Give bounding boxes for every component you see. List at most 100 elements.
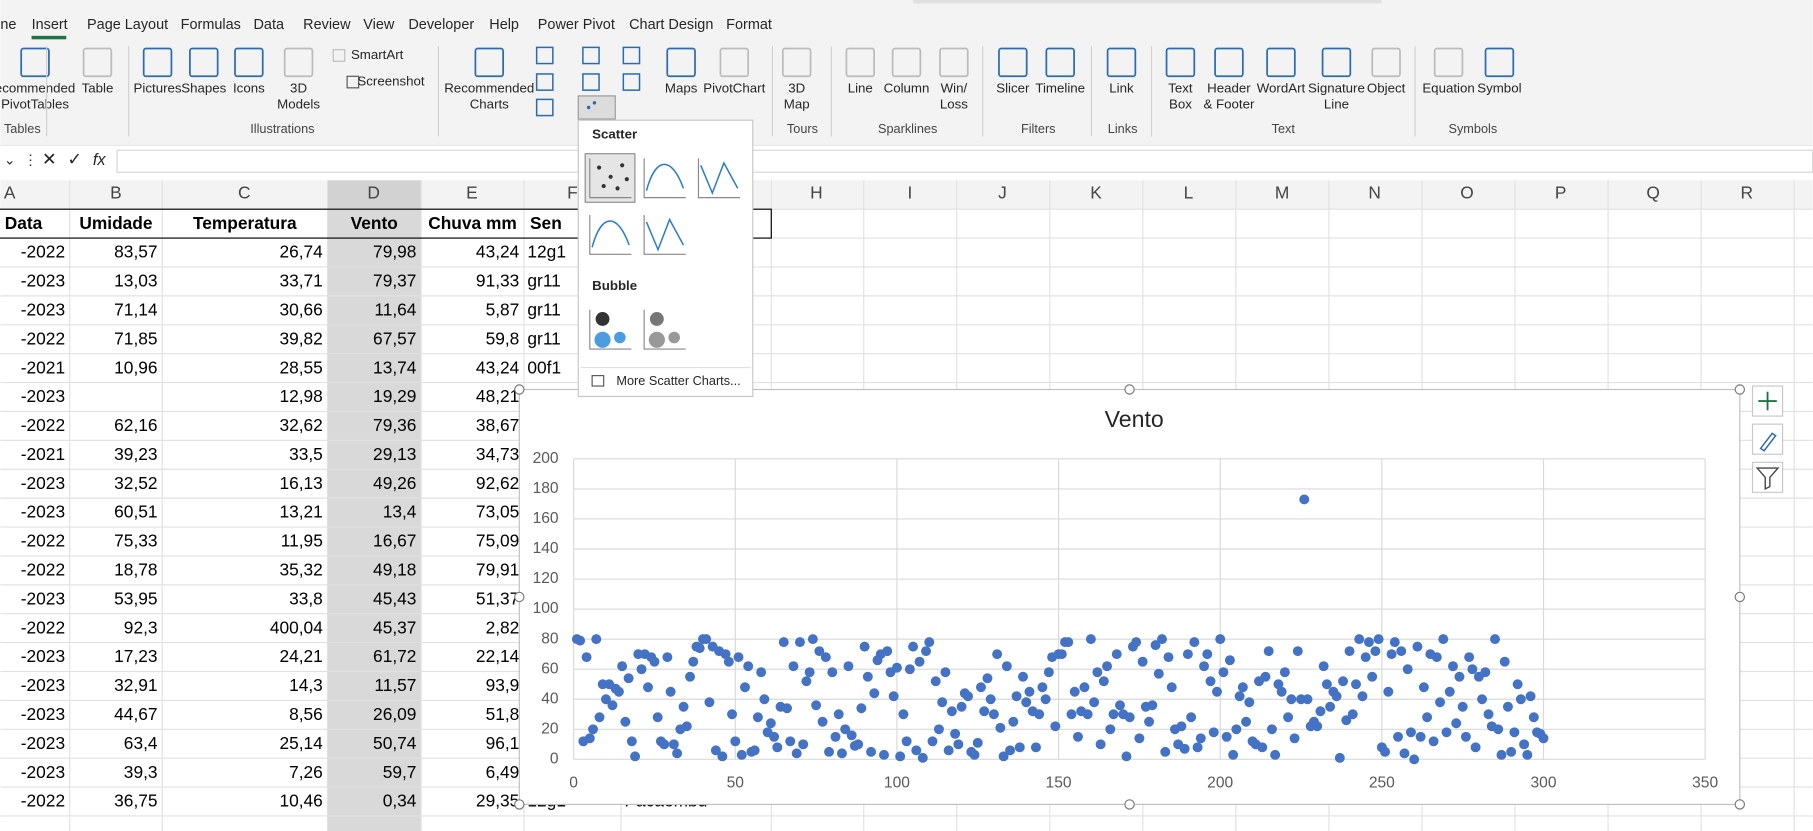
column-header[interactable]: N [1368,183,1381,203]
table-cell[interactable]: 53,95 [114,588,157,608]
table-cell[interactable]: 93,9 [486,675,520,695]
table-cell[interactable]: 39,23 [114,444,157,464]
column-header[interactable]: I [908,183,913,203]
table-cell[interactable]: 75,33 [114,531,157,551]
table-cell[interactable]: -2023 [21,386,65,406]
table-cell[interactable]: 39,3 [124,762,158,782]
resize-handle[interactable] [1734,799,1746,810]
button-label[interactable]: ecommended [0,81,75,96]
button-label[interactable]: Box [1169,97,1192,112]
button-label[interactable]: Line [848,81,873,96]
table-cell[interactable]: 71,85 [114,328,157,348]
button-label[interactable]: Models [277,97,320,112]
table-cell[interactable]: gr11 [527,328,560,348]
ribbon-tab[interactable]: Developer [408,17,474,33]
button-label[interactable]: Screenshot [357,74,424,89]
button-label[interactable]: Pictures [134,81,182,96]
table-cell[interactable]: -2022 [21,415,65,435]
button-label[interactable]: Signature [1308,81,1365,96]
table-cell[interactable]: 5,87 [486,299,520,319]
column-header[interactable]: K [1090,183,1102,203]
table-cell[interactable]: 22,14 [476,646,520,666]
ribbon-tab[interactable]: Review [303,17,351,33]
column-header[interactable]: C [238,183,251,203]
button-label[interactable]: Link [1109,81,1134,96]
scatter-option[interactable] [639,153,690,203]
table-cell[interactable]: 19,29 [373,386,416,406]
table-cell[interactable]: 61,72 [373,646,416,666]
name-box-arrow[interactable]: ⌄ [4,151,16,167]
table-cell[interactable]: -2023 [21,473,65,493]
table-cell[interactable]: 33,8 [289,588,323,608]
table-cell[interactable]: 13,03 [114,271,157,291]
table-cell[interactable]: 00f1 [527,357,561,377]
ribbon-tab[interactable]: Data [253,17,284,33]
button-label[interactable]: Object [1367,81,1406,96]
button-label[interactable]: Text [1168,81,1193,96]
button-label[interactable]: Equation [1422,81,1474,96]
table-cell[interactable]: 73,05 [476,502,519,522]
table-cell[interactable]: -2021 [21,444,65,464]
table-cell[interactable]: 63,4 [124,733,158,753]
table-cell[interactable]: 10,46 [279,791,322,811]
button-label[interactable]: Icons [233,81,265,96]
table-cell[interactable]: 25,14 [279,733,323,753]
column-header[interactable]: F [567,183,578,203]
table-cell[interactable]: 36,75 [114,791,157,811]
table-cell[interactable]: 79,37 [373,271,416,291]
table-cell[interactable]: 51,8 [486,704,520,724]
button-label[interactable]: Recommended [444,81,534,96]
table-cell[interactable]: 8,56 [289,704,323,724]
table-cell[interactable]: 14,3 [289,675,323,695]
table-cell[interactable]: 43,24 [476,242,520,262]
table-cell[interactable]: 34,73 [476,444,519,464]
button-label[interactable]: Header [1207,81,1251,96]
fx-label[interactable]: fx [93,151,106,169]
table-cell[interactable]: 16,67 [373,531,416,551]
table-cell[interactable]: 60,51 [114,502,157,522]
ribbon-tab[interactable]: View [363,17,395,33]
table-cell[interactable]: 43,24 [476,357,520,377]
button-label[interactable]: Charts [470,97,509,112]
table-cell[interactable]: 17,23 [114,646,157,666]
table-cell[interactable]: -2023 [21,271,65,291]
table-cell[interactable]: 32,91 [114,675,157,695]
column-header[interactable]: J [998,183,1007,203]
table-cell[interactable]: 13,74 [373,357,417,377]
table-cell[interactable]: -2023 [21,733,65,753]
table-cell[interactable]: gr11 [527,271,560,291]
button-label[interactable]: Column [884,81,930,96]
table-cell[interactable]: 32,62 [279,415,322,435]
button-label[interactable]: Shapes [181,81,226,96]
button-label[interactable]: Loss [940,97,968,112]
table-cell[interactable]: 59,7 [383,762,417,782]
table-cell[interactable]: 39,82 [279,328,322,348]
table-cell[interactable]: 96,1 [486,733,520,753]
table-cell[interactable]: 0,34 [383,791,417,811]
scatter-button-selected[interactable] [577,95,616,120]
column-header[interactable]: P [1555,183,1567,203]
table-cell[interactable]: 33,71 [279,271,322,291]
table-cell[interactable]: 79,91 [476,560,519,580]
table-cell[interactable]: 16,13 [279,473,322,493]
ribbon-tab[interactable]: Chart Design [629,17,713,33]
more-scatter-charts-link[interactable]: More Scatter Charts... [616,373,740,388]
column-header[interactable]: B [110,183,122,203]
table-cell[interactable]: -2023 [21,588,65,608]
table-cell[interactable]: 13,21 [279,502,322,522]
table-cell[interactable]: -2022 [21,242,65,262]
table-cell[interactable]: 26,09 [373,704,416,724]
table-cell[interactable]: 75,09 [476,531,519,551]
table-cell[interactable]: gr11 [527,299,560,319]
table-cell[interactable]: -2023 [21,646,65,666]
resize-handle[interactable] [514,384,525,395]
button-label[interactable]: Table [82,81,114,96]
table-cell[interactable]: 71,14 [114,299,158,319]
table-cell[interactable]: 92,62 [476,473,519,493]
table-cell[interactable]: 45,43 [373,588,416,608]
table-cell[interactable]: -2023 [21,675,65,695]
table-cell[interactable]: 62,16 [114,415,157,435]
ribbon-tab[interactable]: Power Pivot [538,17,615,33]
table-cell[interactable]: 59,8 [486,328,520,348]
resize-handle[interactable] [514,591,525,603]
